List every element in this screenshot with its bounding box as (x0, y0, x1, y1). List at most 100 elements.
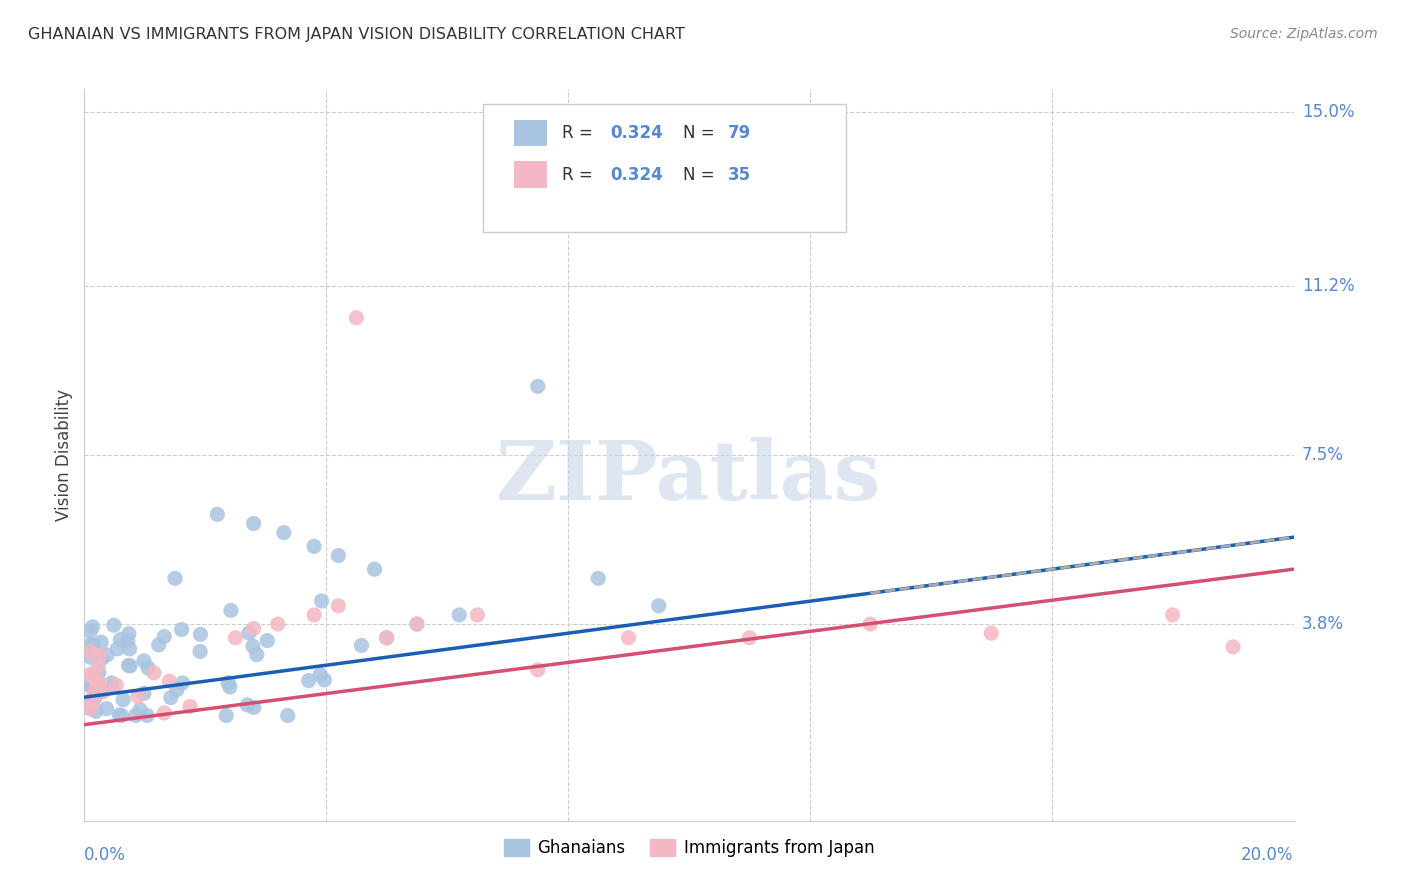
Point (117, 634, 139, 648)
Point (588, 571, 610, 585)
Point (80, 696, 103, 710)
Point (172, 676, 194, 690)
Text: 79: 79 (728, 124, 751, 142)
Point (90, 682, 112, 697)
Point (127, 690, 149, 704)
Text: 0.324: 0.324 (610, 124, 664, 142)
Point (83, 685, 105, 699)
Point (79, 701, 101, 715)
Point (166, 682, 188, 697)
Point (79, 678, 101, 692)
Point (311, 594, 333, 608)
Text: 15.0%: 15.0% (1302, 103, 1354, 121)
Point (82, 638, 104, 652)
Point (79, 644, 101, 658)
Point (328, 599, 350, 613)
Point (236, 698, 259, 712)
Text: 35: 35 (728, 166, 751, 184)
Point (363, 562, 385, 576)
Point (243, 700, 266, 714)
Y-axis label: Vision Disability: Vision Disability (55, 389, 73, 521)
Point (219, 603, 242, 617)
Point (100, 676, 122, 690)
Point (136, 661, 159, 675)
Point (136, 708, 159, 723)
Point (1222, 640, 1244, 654)
Point (105, 678, 128, 692)
Point (93, 684, 115, 698)
Point (83, 679, 105, 693)
Text: ZIPatlas: ZIPatlas (496, 437, 882, 516)
Point (110, 632, 132, 647)
Point (82, 696, 104, 710)
Point (117, 658, 139, 673)
Point (82, 620, 104, 634)
Point (82, 691, 104, 706)
Point (89, 648, 111, 662)
Point (159, 690, 181, 705)
Text: 0.0%: 0.0% (84, 846, 127, 863)
Point (79, 667, 101, 681)
Text: 11.2%: 11.2% (1302, 277, 1354, 294)
Point (165, 571, 187, 585)
Point (648, 599, 671, 613)
Point (157, 674, 180, 689)
Point (217, 675, 239, 690)
Point (124, 708, 146, 723)
Point (89, 676, 111, 690)
Point (87, 665, 110, 680)
Point (79, 679, 101, 693)
Point (207, 508, 229, 522)
Point (86, 673, 108, 688)
Point (79, 644, 101, 658)
Text: 3.8%: 3.8% (1302, 615, 1344, 633)
Text: 7.5%: 7.5% (1302, 446, 1344, 464)
Point (132, 686, 155, 700)
Point (90, 635, 112, 649)
Point (153, 630, 176, 644)
Text: R =: R = (562, 124, 598, 142)
Point (90, 651, 112, 665)
Point (179, 699, 201, 714)
Point (132, 654, 155, 668)
Point (84, 704, 107, 718)
Text: N =: N = (683, 166, 720, 184)
Point (273, 525, 295, 540)
Point (406, 617, 429, 632)
Text: GHANAIAN VS IMMIGRANTS FROM JAPAN VISION DISABILITY CORRELATION CHART: GHANAIAN VS IMMIGRANTS FROM JAPAN VISION… (28, 27, 685, 42)
Point (298, 673, 321, 688)
Point (527, 663, 550, 677)
Point (112, 692, 135, 706)
FancyBboxPatch shape (513, 120, 547, 146)
Point (86, 679, 108, 693)
Text: Source: ZipAtlas.com: Source: ZipAtlas.com (1230, 27, 1378, 41)
Point (267, 617, 290, 632)
Point (170, 623, 193, 637)
Point (859, 617, 882, 632)
Point (143, 665, 166, 680)
Point (242, 516, 264, 531)
Point (110, 708, 132, 723)
Point (219, 680, 242, 694)
Point (83, 673, 105, 687)
Point (406, 617, 429, 632)
Point (153, 706, 176, 720)
Point (246, 648, 269, 662)
Point (1161, 607, 1184, 622)
Point (96, 648, 118, 662)
Text: N =: N = (683, 124, 720, 142)
Point (238, 626, 260, 640)
Point (118, 641, 141, 656)
Point (79, 624, 101, 639)
Point (90, 683, 112, 698)
Point (82, 668, 104, 682)
Point (350, 639, 373, 653)
Point (103, 618, 125, 632)
Point (527, 379, 550, 393)
Point (467, 607, 489, 622)
Legend: Ghanaians, Immigrants from Japan: Ghanaians, Immigrants from Japan (498, 832, 880, 863)
Point (242, 622, 264, 636)
Point (107, 641, 129, 656)
Point (190, 627, 212, 641)
Point (215, 708, 238, 723)
